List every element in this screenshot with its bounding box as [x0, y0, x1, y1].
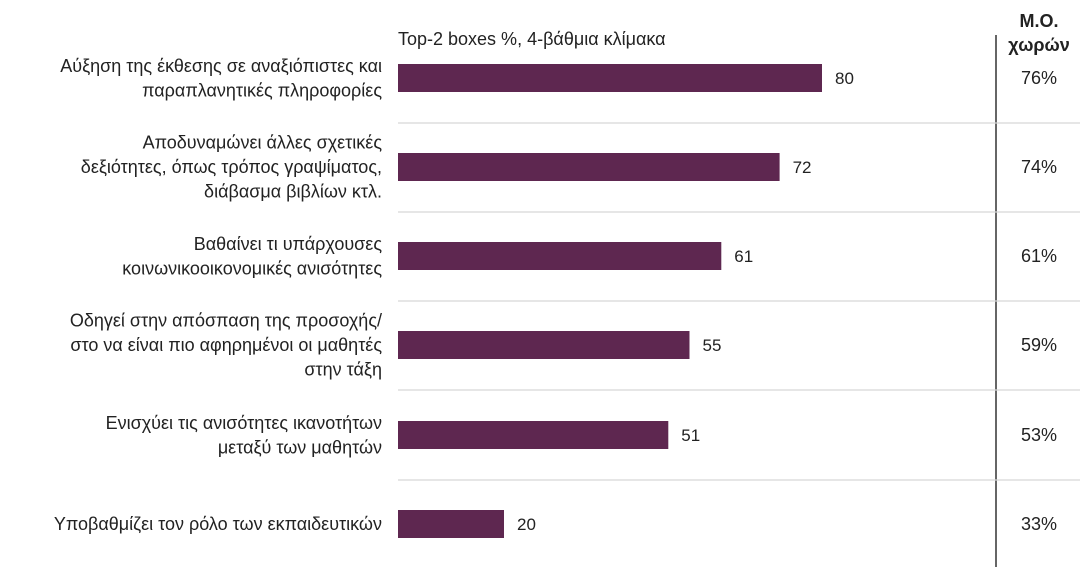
bar — [398, 421, 669, 449]
category-label-line: δεξιότητες, όπως τρόπος γραψίματος, — [81, 157, 382, 177]
average-value: 33% — [1021, 514, 1057, 534]
category-label-line: Αποδυναμώνει άλλες σχετικές — [143, 133, 383, 153]
average-header-line-1: Μ.Ο. — [1020, 11, 1059, 31]
category-label: Οδηγεί στην απόσπαση της προσοχής/στο να… — [70, 311, 382, 380]
category-label-line: κοινωνικοοικονομικές ανισότητες — [122, 258, 382, 278]
data-label: 72 — [793, 158, 812, 177]
category-label-line: Αύξηση της έκθεσης σε αναξιόπιστες και — [60, 56, 382, 76]
bar — [398, 331, 690, 359]
data-label: 51 — [681, 426, 700, 445]
category-label: Υποβαθμίζει τον ρόλο των εκπαιδευτικών — [54, 514, 382, 534]
category-label-line: παραπλανητικές πληροφορίες — [142, 80, 382, 100]
category-label-line: στην τάξη — [304, 360, 382, 380]
data-label: 61 — [734, 247, 753, 266]
category-label-line: στο να είναι πιο αφηρημένοι οι μαθητές — [70, 335, 382, 355]
bar — [398, 242, 722, 270]
category-label-line: διάβασμα βιβλίων κτλ. — [204, 182, 382, 202]
data-label: 80 — [835, 69, 854, 88]
average-value: 53% — [1021, 425, 1057, 445]
chart-subtitle: Top-2 boxes %, 4-βάθμια κλίμακα — [398, 29, 666, 49]
data-label: 20 — [517, 515, 536, 534]
category-label: Αύξηση της έκθεσης σε αναξιόπιστες και πα… — [60, 56, 382, 101]
category-label-line: Υποβαθμίζει τον ρόλο των εκπαιδευτικών — [54, 514, 382, 534]
category-label: Αποδυναμώνει άλλες σχετικές δεξιότητες, ό… — [81, 133, 383, 202]
bar — [398, 153, 780, 181]
category-label-line: Οδηγεί στην απόσπαση της προσοχής/ — [70, 311, 382, 331]
average-value: 59% — [1021, 335, 1057, 355]
average-value: 74% — [1021, 157, 1057, 177]
category-label: Βαθαίνει τι υπάρχουσες κοινωνικοοικονομικ… — [122, 234, 382, 279]
average-header-line-2: χωρών — [1008, 35, 1070, 55]
data-label: 55 — [703, 336, 722, 355]
category-label-line: Ενισχύει τις ανισότητες ικανοτήτων — [106, 413, 382, 433]
category-label: Ενισχύει τις ανισότητες ικανοτήτων μεταξύ… — [106, 413, 382, 458]
category-label-line: μεταξύ των μαθητών — [218, 437, 382, 457]
chart-rows: Αύξηση της έκθεσης σε αναξιόπιστες και πα… — [54, 56, 1080, 538]
bar — [398, 64, 822, 92]
average-value: 76% — [1021, 68, 1057, 88]
average-column-header: Μ.Ο. χωρών — [1008, 11, 1070, 55]
category-label-line: Βαθαίνει τι υπάρχουσες — [194, 234, 383, 254]
bar — [398, 510, 504, 538]
average-value: 61% — [1021, 246, 1057, 266]
